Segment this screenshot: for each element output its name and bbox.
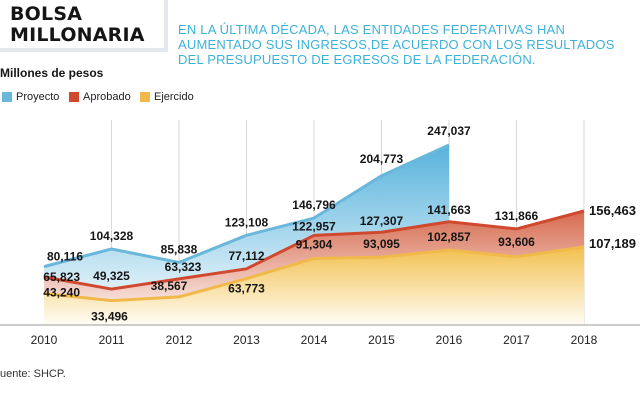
data-label-proyecto-2013: 123,108 xyxy=(225,215,269,229)
y-axis-label: Millones de pesos xyxy=(0,66,104,80)
data-label-ejercido-2010: 43,240 xyxy=(43,285,80,299)
data-label-ejercido-2011: 33,496 xyxy=(91,310,128,324)
x-tick-2012: 2012 xyxy=(166,333,193,347)
data-label-ejercido-2013: 63,773 xyxy=(228,282,265,296)
legend-item-ejercido: Ejercido xyxy=(140,91,194,103)
data-label-ejercido-2016: 102,857 xyxy=(427,230,471,244)
data-label-aprobado-2010: 65,823 xyxy=(43,270,80,284)
data-label-proyecto-2016: 247,037 xyxy=(427,124,471,138)
data-label-aprobado-2014: 122,957 xyxy=(292,219,336,233)
chart-title-line-2: MILLONARIA xyxy=(10,24,145,46)
line-aprobado xyxy=(43,209,585,291)
data-label-ejercido-2017: 93,606 xyxy=(498,235,535,249)
x-tick-2015: 2015 xyxy=(368,333,395,347)
legend-swatch-aprobado xyxy=(69,92,79,102)
legend-label-ejercido: Ejercido xyxy=(154,91,194,103)
data-label-aprobado-2015: 127,307 xyxy=(360,214,404,228)
x-tick-2014: 2014 xyxy=(301,333,328,347)
x-tick-2017: 2017 xyxy=(503,333,530,347)
data-label-proyecto-2015: 204,773 xyxy=(360,152,404,166)
data-label-aprobado-2011: 49,325 xyxy=(93,269,130,283)
line-ejercido xyxy=(43,245,585,303)
x-tick-2018: 2018 xyxy=(571,333,598,347)
subtitle-line-1: EN LA ÚLTIMA DÉCADA, LAS ENTIDADES FEDER… xyxy=(178,22,566,37)
legend-label-aprobado: Aprobado xyxy=(83,91,131,103)
legend-swatch-proyecto xyxy=(2,92,12,102)
subtitle-line-3: DEL PRESUPUESTO DE EGRESOS DE LA FEDERAC… xyxy=(178,52,536,67)
source-note: uente: SHCP. xyxy=(0,368,66,380)
x-tick-2010: 2010 xyxy=(31,333,58,347)
legend-item-proyecto: Proyecto xyxy=(2,91,59,103)
subtitle-line-2: AUMENTADO SUS INGRESOS,DE ACUERDO CON LO… xyxy=(178,37,615,52)
legend-item-aprobado: Aprobado xyxy=(69,91,131,103)
data-label-ejercido-2018: 107,189 xyxy=(589,236,636,251)
title-box: BOLSA MILLONARIA xyxy=(0,0,168,52)
data-label-ejercido-2014: 91,304 xyxy=(296,237,333,251)
data-label-ejercido-2015: 93,095 xyxy=(363,237,400,251)
data-label-aprobado-2016: 141,663 xyxy=(427,203,471,217)
data-label-aprobado-2012: 63,323 xyxy=(165,260,202,274)
legend-label-proyecto: Proyecto xyxy=(16,91,60,103)
data-label-proyecto-2012: 85,838 xyxy=(161,242,198,256)
x-tick-2013: 2013 xyxy=(233,333,260,347)
data-label-proyecto-2011: 104,328 xyxy=(90,229,134,243)
x-tick-2016: 2016 xyxy=(436,333,463,347)
x-tick-2011: 2011 xyxy=(99,333,125,347)
data-label-ejercido-2012: 38,567 xyxy=(151,279,188,293)
legend-swatch-ejercido xyxy=(140,92,150,102)
data-label-aprobado-2017: 131,866 xyxy=(495,209,539,223)
data-label-proyecto-2014: 146,796 xyxy=(292,198,336,212)
data-label-aprobado-2013: 77,112 xyxy=(228,249,264,263)
line-proyecto xyxy=(43,143,450,269)
area-ejercido xyxy=(44,246,584,325)
chart-title-line-1: BOLSA xyxy=(10,3,83,25)
data-label-aprobado-2018: 156,463 xyxy=(589,203,636,218)
data-label-proyecto-2010: 80,116 xyxy=(47,250,83,264)
